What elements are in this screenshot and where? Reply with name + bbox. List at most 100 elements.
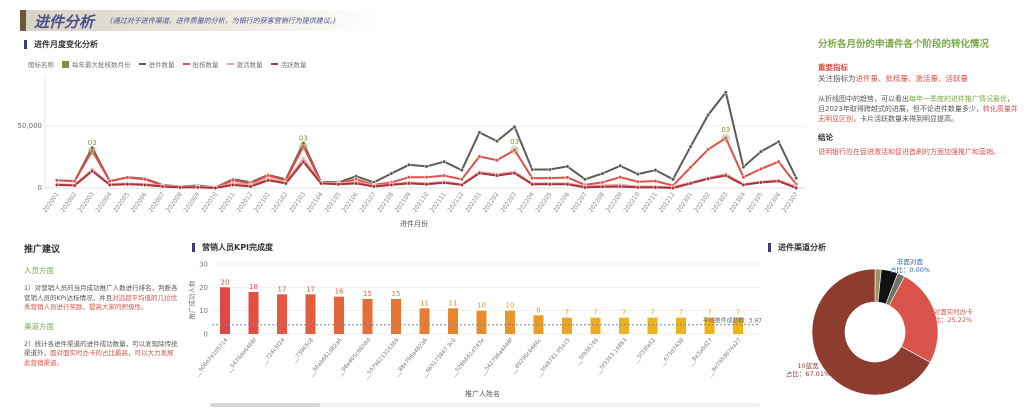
x-tick-label: 202201 [464, 191, 483, 214]
bar [305, 294, 316, 334]
data-point [653, 185, 658, 190]
legend-item-applications[interactable]: 进件数量 [138, 59, 175, 69]
pie-label-percent: 占比：0.00% [890, 265, 930, 274]
data-point [142, 177, 148, 182]
x-tick-label: 202304 [728, 191, 747, 214]
data-point [160, 184, 165, 189]
bar-scroll-thumb[interactable] [210, 403, 320, 407]
x-tick-label: 202205 [535, 191, 554, 214]
mark-point-label: 03 [299, 134, 308, 142]
data-point [301, 159, 306, 164]
bar-value-label: 7 [707, 309, 711, 317]
bar [733, 317, 743, 334]
mark-point [298, 141, 308, 151]
x-tick-label: __5f936746 [574, 337, 600, 366]
series-line-批核数量 [56, 136, 797, 189]
suggestions-panel: 推广建议 人员方面 1）对营销人员的当月成功推广人数进行排名，判断各营销人员的K… [24, 242, 179, 368]
x-tick-label: 202212 [658, 191, 677, 214]
data-point [741, 164, 746, 170]
data-point [547, 176, 552, 181]
data-point [670, 185, 676, 191]
data-point [706, 176, 711, 181]
x-tick-label: 202209 [605, 191, 624, 214]
header-banner [20, 10, 380, 31]
legend-item-activations[interactable]: 激活数量 [226, 59, 263, 69]
y-tick-label: 0 [204, 331, 208, 339]
data-point [512, 171, 517, 176]
data-point [72, 183, 77, 188]
data-point [442, 180, 447, 185]
data-point [670, 177, 676, 182]
metric-text: 关注指标为进件量、批核量、激活量、活跃量 [818, 74, 968, 83]
x-axis-title: 推广人姓名 [465, 389, 500, 398]
x-tick-label: 202307 [781, 191, 800, 214]
y-tick-label: 20 [199, 284, 208, 292]
data-point [635, 185, 640, 190]
suggestions-title: 推广建议 [24, 245, 61, 255]
bar-value-label: 10 [506, 302, 515, 310]
bar-value-label: 17 [306, 285, 315, 293]
x-tick-label: 202102 [271, 191, 290, 214]
bar-value-label: 8 [536, 306, 540, 314]
mark-point [87, 146, 97, 156]
data-point [248, 184, 253, 189]
conclusion-text: 说明银行应在促进激活和促进首刷的方面加强推广和营销。 [818, 148, 1000, 156]
page-title: 进件分析 [34, 13, 95, 31]
x-tick-label: __542796a4468f [480, 337, 515, 378]
data-point [547, 167, 552, 172]
data-point [582, 185, 588, 190]
bar-value-label: 7 [650, 309, 654, 317]
x-tick-label: 202112 [447, 191, 466, 214]
data-point [776, 139, 781, 144]
data-point [530, 167, 535, 172]
x-tick-label: 202206 [552, 191, 571, 214]
x-tick-label: 202110 [411, 191, 430, 214]
analysis-title: 分析各月份的申请件各个阶段的转化情况 [818, 39, 990, 50]
data-point [442, 159, 447, 164]
data-point [618, 175, 623, 180]
bar [476, 310, 487, 334]
bar-value-label: 18 [249, 283, 258, 291]
data-point [336, 182, 341, 187]
x-tick-label: 202207 [570, 191, 589, 214]
bar-value-label: 11 [449, 299, 458, 307]
data-point [477, 130, 482, 135]
legend-item-approvals[interactable]: 批核数量 [182, 59, 219, 69]
x-tick-label: 202103 [288, 191, 307, 214]
data-point [477, 154, 482, 159]
data-point [600, 171, 605, 176]
line-chart: 050,000202001202002202003202004202005202… [18, 75, 805, 228]
bar [590, 317, 601, 334]
data-point [547, 182, 552, 187]
legend-item-active[interactable]: 活跃数量 [270, 59, 307, 69]
bar-value-label: 15 [363, 290, 372, 298]
bar [505, 310, 515, 334]
data-point [90, 168, 95, 174]
data-point [406, 175, 412, 180]
bar-value-label: 7 [565, 309, 569, 317]
x-tick-label: __5f33fa52 [632, 337, 657, 365]
data-point [125, 182, 130, 187]
data-point [107, 182, 112, 187]
data-point [389, 171, 394, 176]
data-point [406, 181, 412, 186]
x-tick-label: 202010 [200, 191, 219, 214]
x-tick-label: __73965c8 [291, 337, 316, 365]
legend-item-mark[interactable]: 每年最大批核数月份 [62, 59, 131, 69]
y-tick-label: 30 [199, 261, 208, 269]
x-tick-label: 202003 [77, 191, 96, 214]
bar-chart-title: 营销人员KPI完成度 [192, 243, 273, 252]
mark-point [510, 145, 520, 155]
bar [619, 317, 629, 334]
x-tick-label: 202011 [218, 191, 237, 214]
data-point [494, 158, 500, 163]
bar-scroll-track[interactable] [210, 403, 760, 407]
data-point [54, 178, 60, 183]
data-point [459, 177, 464, 182]
y-tick-label: 10 [199, 307, 208, 315]
bar [448, 308, 458, 334]
data-point [565, 175, 570, 180]
x-tick-label: 202301 [675, 191, 694, 214]
data-point [794, 176, 799, 181]
